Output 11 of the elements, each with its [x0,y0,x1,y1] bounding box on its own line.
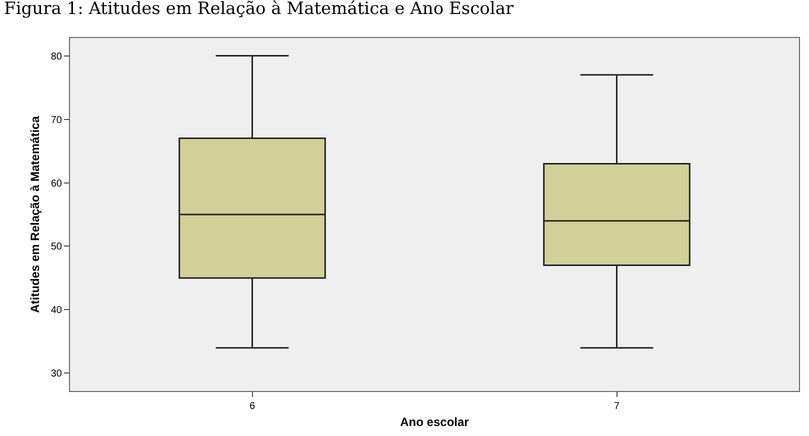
x-tick-label: 6 [249,401,256,412]
y-tick-label: 50 [50,242,62,253]
x-tick-label: 7 [614,401,620,412]
x-axis-title: Ano escolar [400,414,470,429]
y-tick-label: 60 [50,178,62,190]
y-axis-title: Atitudes em Relação à Matemática [28,116,42,313]
y-tick-label: 30 [50,368,62,380]
y-tick-label: 40 [50,305,62,316]
chart-title: Figura 1: Atitudes em Relação à Matemática e Ano Escolar [4,0,514,20]
y-tick-label: 70 [50,114,62,126]
y-tick-label: 80 [50,51,62,62]
